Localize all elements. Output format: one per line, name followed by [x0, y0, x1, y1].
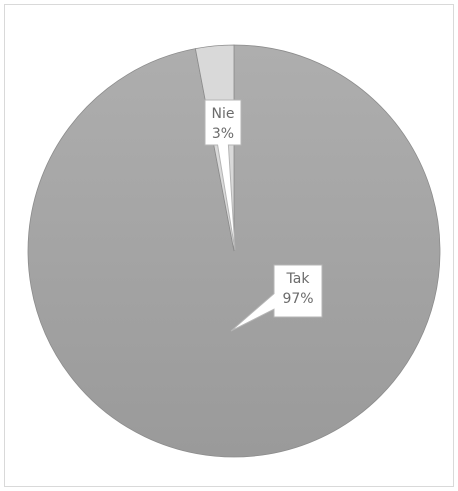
data-label-tak: Tak 97% [230, 264, 323, 332]
data-label-category: Tak [286, 271, 311, 287]
pie-slice-nie [194, 44, 235, 252]
pie-slices [27, 44, 441, 458]
data-label-category: Nie [212, 106, 235, 122]
data-label-callout-tak [230, 264, 323, 332]
chart-frame: Nie 3% Tak 97% [4, 4, 454, 487]
data-label-percent: 3% [212, 126, 234, 142]
pie-data-labels: Nie 3% Tak 97% [204, 99, 323, 332]
data-label-callout-nie [204, 99, 242, 251]
pie-chart: Nie 3% Tak 97% [27, 44, 441, 458]
data-label-nie: Nie 3% [204, 99, 242, 251]
data-label-percent: 97% [282, 291, 313, 307]
